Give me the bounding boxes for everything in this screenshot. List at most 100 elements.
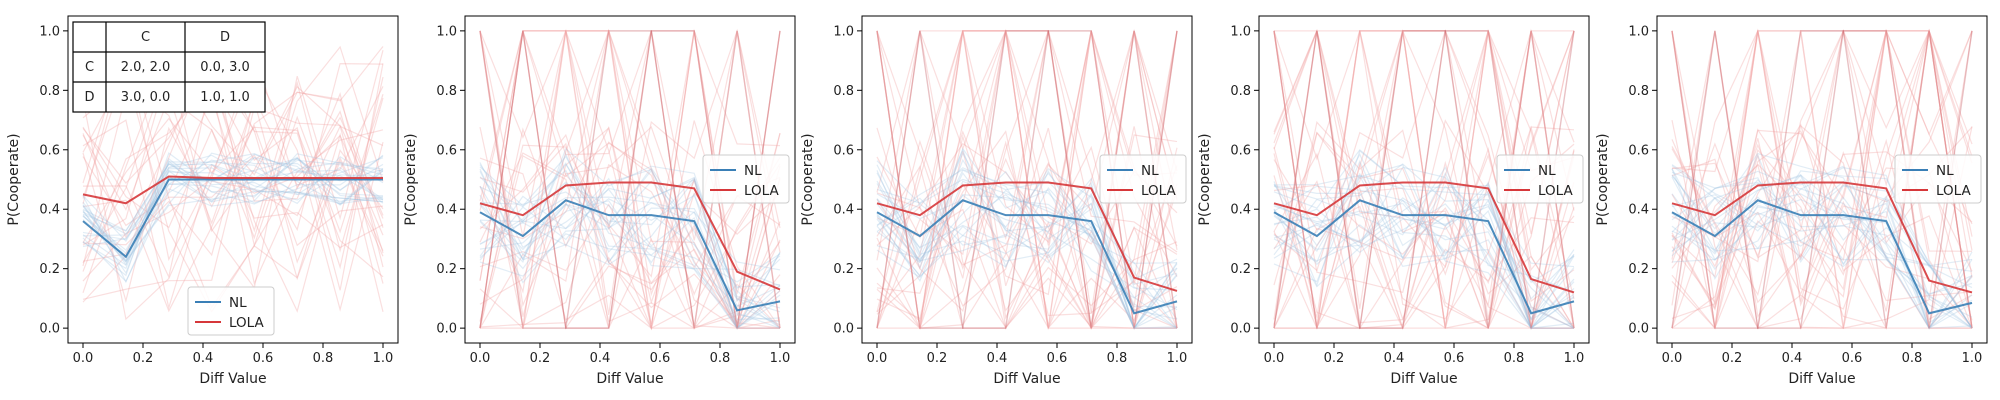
x-tick-label: 0.6 xyxy=(1444,351,1465,366)
table-row-header: C xyxy=(85,60,94,75)
x-tick-label: 1.0 xyxy=(770,351,791,366)
x-axis-label: Diff Value xyxy=(596,371,663,387)
x-tick-label: 0.2 xyxy=(927,351,948,366)
x-axis-label: Diff Value xyxy=(1788,371,1855,387)
legend-label-nl: NL xyxy=(229,295,247,311)
panel-3: 0.0 0.2 0.4 0.6 0.8 1.0 0.0 0.2 0.4 0.6 0.8 1.0 Diff… xyxy=(800,16,1192,387)
legend-label-nl: NL xyxy=(1538,163,1556,179)
table-cell: 1.0, 1.0 xyxy=(200,90,250,105)
panel-2: 0.0 0.2 0.4 0.6 0.8 1.0 0.0 0.2 0.4 0.6 0.8 1.0 Diff… xyxy=(403,16,795,387)
x-axis-label: Diff Value xyxy=(199,371,266,387)
x-tick-label: 0.4 xyxy=(1384,351,1405,366)
legend: NL LOLA xyxy=(703,155,789,203)
y-tick-label: 0.8 xyxy=(436,84,457,99)
y-tick-label: 0.4 xyxy=(833,203,854,218)
table-cell: 3.0, 0.0 xyxy=(121,90,171,105)
x-tick-label: 1.0 xyxy=(1962,351,1983,366)
x-tick-label: 0.2 xyxy=(1722,351,1743,366)
x-tick-label: 1.0 xyxy=(1167,351,1188,366)
y-tick-label: 0.8 xyxy=(833,84,854,99)
y-tick-label: 0.8 xyxy=(39,84,60,99)
legend-label-lola: LOLA xyxy=(229,315,264,331)
y-tick-label: 0.2 xyxy=(39,262,60,277)
y-tick-label: 0.8 xyxy=(1628,84,1649,99)
panels: 0.0 0.2 0.4 0.6 0.8 1.0 0.0 0.2 0.4 0.6 0.8 1.0 Diff… xyxy=(6,16,1987,387)
legend-label-lola: LOLA xyxy=(1538,183,1573,199)
table-cell: 2.0, 2.0 xyxy=(121,60,171,75)
panel-4: 0.0 0.2 0.4 0.6 0.8 1.00.00.20.40.60.81.0Diff… xyxy=(1197,16,1589,387)
legend-label-nl: NL xyxy=(1141,163,1159,179)
y-tick-label: 1.0 xyxy=(1628,24,1649,39)
x-tick-label: 0.6 xyxy=(650,351,671,366)
x-tick-label: 0.8 xyxy=(1902,351,1923,366)
table-col-header: C xyxy=(141,30,150,45)
x-axis-label: Diff Value xyxy=(1390,371,1457,387)
y-tick-label: 0.0 xyxy=(39,322,60,337)
y-tick-label: 0.2 xyxy=(1628,262,1649,277)
y-tick-label: 1.0 xyxy=(39,24,60,39)
x-tick-label: 1.0 xyxy=(1564,351,1585,366)
y-tick-label: 0.6 xyxy=(833,143,854,158)
x-tick-label: 0.4 xyxy=(193,351,214,366)
x-tick-label: 1.0 xyxy=(373,351,394,366)
legend: NL LOLA xyxy=(1497,155,1583,203)
x-tick-label: 0.0 xyxy=(470,351,491,366)
legend: NL LOLA xyxy=(188,287,274,335)
x-tick-label: 0.6 xyxy=(1047,351,1068,366)
legend: NL LOLA xyxy=(1100,155,1186,203)
x-tick-label: 0.0 xyxy=(73,351,94,366)
x-tick-label: 0.4 xyxy=(1782,351,1803,366)
x-tick-label: 0.4 xyxy=(987,351,1008,366)
x-tick-label: 0.0 xyxy=(867,351,888,366)
y-tick-label: 0.6 xyxy=(1230,143,1251,158)
x-tick-label: 0.4 xyxy=(590,351,611,366)
lola-run-trace xyxy=(1274,31,1574,171)
y-tick-label: 0.6 xyxy=(39,143,60,158)
legend-label-lola: LOLA xyxy=(1936,183,1971,199)
y-tick-label: 0.0 xyxy=(1628,322,1649,337)
y-tick-label: 0.0 xyxy=(833,322,854,337)
legend: NL LOLA xyxy=(1895,155,1981,203)
y-axis-label: P(Cooperate) xyxy=(1197,133,1213,225)
table-row-header: D xyxy=(84,90,94,105)
x-axis-label: Diff Value xyxy=(993,371,1060,387)
y-tick-label: 0.8 xyxy=(1230,84,1251,99)
x-tick-label: 0.2 xyxy=(133,351,154,366)
y-axis-label: P(Cooperate) xyxy=(403,133,419,225)
table-col-header: D xyxy=(220,30,230,45)
y-tick-label: 1.0 xyxy=(1230,24,1251,39)
y-tick-label: 0.4 xyxy=(1628,203,1649,218)
y-tick-label: 0.0 xyxy=(1230,322,1251,337)
y-tick-label: 0.4 xyxy=(436,203,457,218)
x-tick-label: 0.2 xyxy=(530,351,551,366)
y-tick-label: 1.0 xyxy=(436,24,457,39)
y-tick-label: 0.2 xyxy=(1230,262,1251,277)
y-axis-label: P(Cooperate) xyxy=(800,133,816,225)
y-tick-label: 0.2 xyxy=(436,262,457,277)
x-tick-label: 0.0 xyxy=(1264,351,1285,366)
y-tick-label: 0.2 xyxy=(833,262,854,277)
legend-label-lola: LOLA xyxy=(744,183,779,199)
y-tick-label: 0.4 xyxy=(39,203,60,218)
legend-label-nl: NL xyxy=(1936,163,1954,179)
y-tick-label: 0.4 xyxy=(1230,203,1251,218)
y-tick-label: 0.6 xyxy=(436,143,457,158)
x-tick-label: 0.6 xyxy=(253,351,274,366)
x-tick-label: 0.8 xyxy=(1107,351,1128,366)
payoff-table: C D C 2.0, 2.0 0.0, 3.0 D 3.0, 0.0 1.0, … xyxy=(73,22,265,112)
y-tick-label: 0.6 xyxy=(1628,143,1649,158)
x-tick-label: 0.8 xyxy=(313,351,334,366)
y-axis-label: P(Cooperate) xyxy=(6,133,22,225)
x-tick-label: 0.6 xyxy=(1842,351,1863,366)
legend-label-lola: LOLA xyxy=(1141,183,1176,199)
panel-5: 0.0 0.2 0.4 0.6 0.8 1.0 0.0 0.2 0.4 0.6 0.8 1.0 Diff… xyxy=(1595,16,1987,387)
x-tick-label: 0.0 xyxy=(1662,351,1683,366)
y-axis-label: P(Cooperate) xyxy=(1595,133,1611,225)
legend-label-nl: NL xyxy=(744,163,762,179)
y-tick-label: 0.0 xyxy=(436,322,457,337)
x-tick-label: 0.8 xyxy=(1504,351,1525,366)
y-tick-label: 1.0 xyxy=(833,24,854,39)
x-tick-label: 0.8 xyxy=(710,351,731,366)
table-cell: 0.0, 3.0 xyxy=(200,60,250,75)
